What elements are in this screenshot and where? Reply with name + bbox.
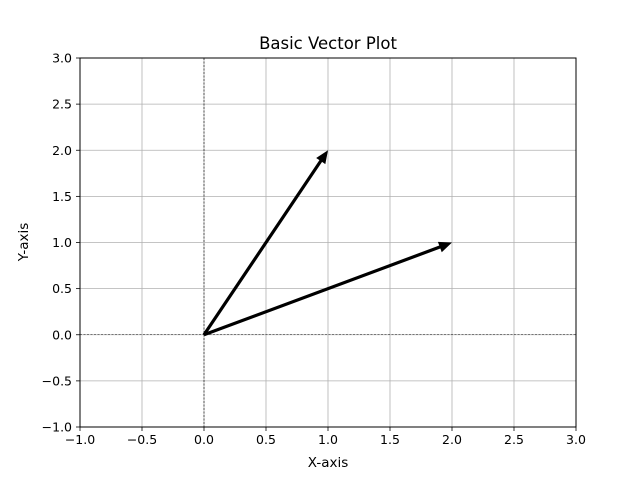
vectors	[202, 150, 452, 337]
y-tick-label: 2.5	[52, 97, 72, 112]
x-tick-label: 1.0	[318, 432, 338, 447]
x-tick-label: −0.5	[127, 432, 157, 447]
vector-arrow-2	[203, 241, 452, 337]
x-axis-label: X-axis	[308, 455, 349, 471]
y-axis-label: Y-axis	[16, 223, 32, 263]
y-tick-label: 0.5	[52, 281, 72, 296]
y-tick-label: 1.0	[52, 235, 72, 250]
chart-title: Basic Vector Plot	[259, 34, 397, 53]
origin-lines	[80, 58, 576, 427]
x-tick-label: 0.0	[194, 432, 214, 447]
x-tick-label: 1.5	[380, 432, 400, 447]
y-tick-label: −1.0	[42, 420, 72, 435]
y-tick-label: 2.0	[52, 143, 72, 158]
vector-arrow-1	[202, 150, 328, 336]
x-tick-label: 2.5	[504, 432, 524, 447]
x-tick-label: 2.0	[442, 432, 462, 447]
x-tick-label: −1.0	[65, 432, 95, 447]
x-tick-label: 0.5	[256, 432, 276, 447]
y-tick-label: 3.0	[52, 51, 72, 66]
x-ticks: −1.0 −0.5 0.0 0.5 1.0 1.5 2.0 2.5 3.0	[65, 427, 586, 447]
y-tick-label: 0.0	[52, 327, 72, 342]
y-tick-label: −0.5	[42, 373, 72, 388]
y-ticks: −1.0 −0.5 0.0 0.5 1.0 1.5 2.0 2.5 3.0	[42, 51, 80, 435]
x-tick-label: 3.0	[566, 432, 586, 447]
y-tick-label: 1.5	[52, 189, 72, 204]
